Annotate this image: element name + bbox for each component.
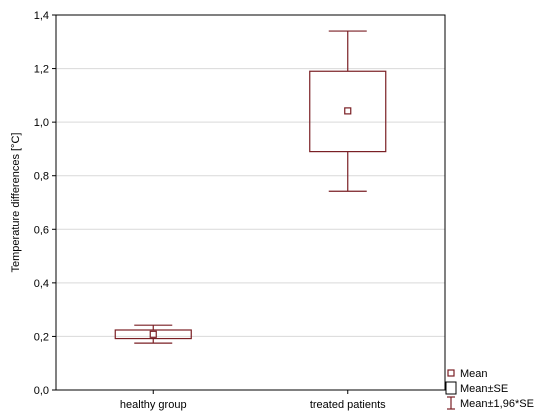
legend-item: Mean±1,96*SE [447, 396, 534, 410]
mean-marker [149, 330, 157, 338]
y-axis: 0,0 0,2 0,4 0,6 0,8 1,0 1,2 1,4 [34, 10, 56, 397]
plot-frame [55, 14, 446, 391]
x-tick-label: healthy group [120, 399, 187, 411]
legend: Mean Mean±SE Mean±1,96*SE [445, 368, 534, 410]
y-tick-label: 0,4 [34, 278, 49, 290]
legend-mean-symbol [447, 369, 455, 377]
legend-item: Mean [447, 368, 488, 380]
y-tick-label: 0,6 [34, 224, 49, 236]
y-tick-label: 0,8 [34, 171, 49, 183]
se-box [309, 70, 387, 153]
legend-label: Mean±SE [460, 383, 508, 395]
se-box [114, 329, 192, 340]
boxes [114, 30, 387, 344]
y-tick-label: 1,4 [34, 10, 49, 22]
legend-item: Mean±SE [445, 381, 508, 395]
legend-label: Mean±1,96*SE [460, 398, 534, 410]
x-axis: healthy group treated patients [120, 390, 386, 411]
box-group [114, 324, 192, 344]
y-tick-label: 0,2 [34, 331, 49, 343]
legend-box-symbol [445, 381, 457, 395]
y-axis-label: Temperature differences [°C] [10, 133, 22, 273]
legend-label: Mean [460, 368, 488, 380]
y-tick-label: 1,0 [34, 117, 49, 129]
gridlines [56, 68, 445, 337]
y-tick-label: 0,0 [34, 385, 49, 397]
mean-marker [344, 107, 352, 115]
x-tick-label: treated patients [310, 399, 386, 411]
box-group [309, 30, 387, 192]
y-tick-label: 1,2 [34, 64, 49, 76]
